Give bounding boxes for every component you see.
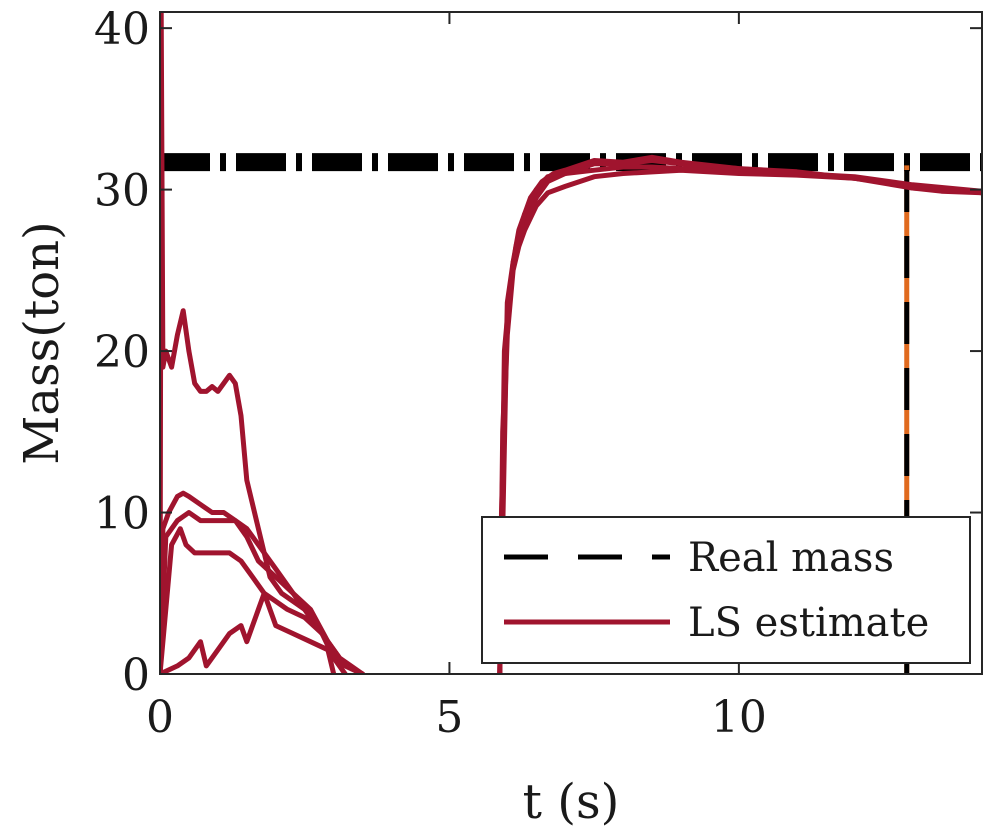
legend-label-ls-estimate: LS estimate (688, 600, 929, 646)
y-tick-label: 40 (94, 4, 150, 55)
ls-estimate-series-3 (160, 510, 366, 674)
x-tick-label: 10 (711, 692, 767, 743)
axis-tick-labels: 0 5 10 0 10 20 30 40 (94, 4, 767, 743)
y-tick-label: 20 (94, 327, 150, 378)
ls-estimate-series-1 (160, 12, 366, 674)
y-axis-label: Mass(ton) (14, 221, 70, 465)
axis-ticks (159, 12, 982, 675)
x-axis-label: t (s) (523, 774, 620, 829)
y-tick-label: 30 (94, 166, 150, 217)
y-tick-label: 10 (94, 489, 150, 540)
ls-estimate-series-2 (160, 490, 366, 674)
legend-box (481, 516, 971, 664)
x-tick-label: 0 (146, 692, 174, 743)
ls-estimate-series-4 (160, 526, 348, 674)
legend-label-real-mass: Real mass (688, 535, 894, 581)
ls-estimate-series-9 (497, 154, 982, 674)
legend: Real mass LS estimate (481, 516, 971, 664)
y-tick-label: 0 (122, 650, 150, 701)
plot-frame (159, 11, 983, 675)
ls-estimate-series-5 (160, 590, 337, 674)
x-tick-label: 5 (435, 692, 463, 743)
